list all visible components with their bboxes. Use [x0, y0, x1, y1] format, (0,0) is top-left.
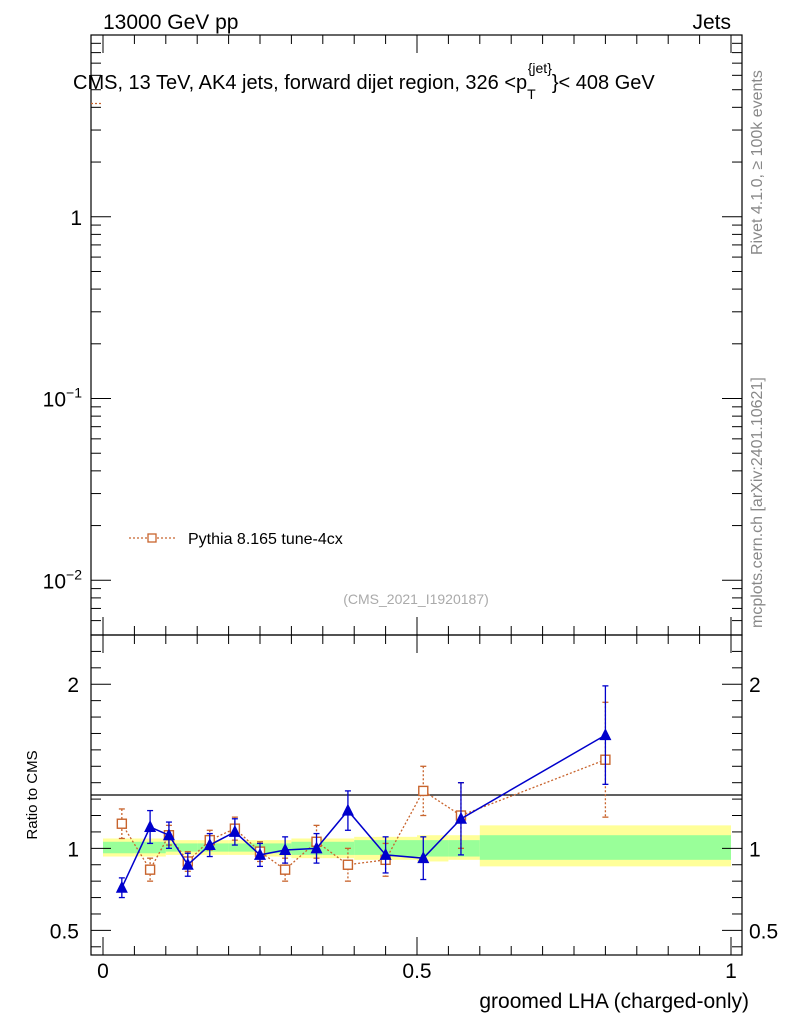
main-y-tick-labels: 110−110−2: [43, 207, 83, 594]
ratio-panel: 0.5 0.5 1 1 2 2 0 0.5 1 Ratio to CMS groomed LHA…: [24, 634, 778, 1013]
ratio-x-tick-label: 0.5: [402, 960, 431, 983]
rivet-label: Rivet 4.1.0, ≥ 100k events: [749, 70, 766, 255]
tick-exp: −1: [66, 385, 82, 401]
data-point: [454, 811, 467, 824]
mc-ratio-line: [121, 759, 606, 871]
data-point: [417, 851, 430, 864]
data-point: [341, 803, 354, 816]
data-point: [310, 841, 323, 854]
ratio-y-tick-label-left: 1: [67, 838, 79, 861]
legend-marker: [147, 533, 157, 543]
main-y-tick-label: 10−1: [43, 385, 83, 412]
ratio-ticks: [91, 635, 742, 955]
ratio-y-tick-label-right: 2: [749, 674, 761, 697]
ratio-y-tick-label-left: 0.5: [50, 920, 79, 943]
header-right: Jets: [692, 11, 731, 34]
uncertainty-band-inner: [385, 840, 417, 857]
uncertainty-band-inner: [134, 841, 166, 854]
data-point: [203, 838, 216, 851]
data-point: [279, 842, 292, 855]
mc-point: [279, 864, 291, 875]
uncertainty-band-inner: [354, 840, 386, 855]
main-y-tick-label: 10−2: [43, 566, 83, 593]
tick-exp: −2: [66, 566, 82, 582]
main-title: CMS, 13 TeV, AK4 jets, forward dijet reg…: [73, 60, 655, 102]
header-left: 13000 GeV pp: [103, 11, 238, 34]
data-point: [228, 824, 241, 837]
data-point: [599, 728, 612, 741]
tick-base: 1: [70, 207, 82, 230]
ratio-x-tick-label: 0: [97, 960, 109, 983]
data-point: [144, 820, 157, 832]
main-panel: 110−110−2 CMS, 13 TeV, AK4 jets, forward…: [43, 34, 743, 636]
uncertainty-band-inner: [448, 840, 480, 857]
data-point: [162, 828, 175, 841]
uncertainty-band-inner: [165, 843, 198, 852]
ratio-x-tick-label: 1: [725, 960, 737, 983]
mc-point: [144, 864, 156, 875]
watermark: (CMS_2021_I1920187): [343, 591, 489, 607]
uncertainty-band-inner: [260, 843, 292, 854]
mc-point: [342, 859, 354, 870]
title-sub: T: [527, 86, 536, 102]
ratio-bands: [103, 825, 731, 867]
ratio-ylabel: Ratio to CMS: [24, 750, 41, 839]
uncertainty-band-inner: [322, 841, 355, 855]
uncertainty-band-inner: [479, 835, 731, 860]
data-point: [181, 857, 194, 870]
data-point: [254, 847, 266, 860]
title-prefix: CMS, 13 TeV, AK4 jets, forward dijet reg…: [73, 72, 527, 94]
tick-base: 10: [43, 389, 66, 412]
ratio-series: [115, 685, 612, 899]
main-y-tick-label: 1: [70, 207, 82, 230]
legend: Pythia 8.165 tune-4cx: [129, 531, 343, 548]
uncertainty-band-inner: [228, 843, 260, 852]
data-point: [379, 847, 392, 860]
ratio-y-tick-label-right: 0.5: [749, 920, 778, 943]
main-ticks: [91, 34, 742, 636]
title-suffix: }< 408 GeV: [552, 72, 656, 94]
ratio-y-tick-label-left: 2: [67, 674, 79, 697]
legend-label: Pythia 8.165 tune-4cx: [188, 531, 343, 548]
tick-base: 10: [43, 570, 66, 593]
uncertainty-band-inner: [103, 841, 135, 854]
ratio-tick-labels: 0.5 0.5 1 1 2 2 0 0.5 1: [50, 674, 778, 983]
source-label: mcplots.cern.ch [arXiv:2401.10621]: [749, 377, 766, 628]
title-sup: {jet}: [528, 60, 552, 76]
ratio-y-tick-label-right: 1: [749, 838, 761, 861]
data-point: [115, 880, 128, 893]
mc-point: [418, 785, 429, 797]
mc-point: [116, 818, 128, 829]
ratio-xlabel: groomed LHA (charged-only): [479, 990, 749, 1013]
